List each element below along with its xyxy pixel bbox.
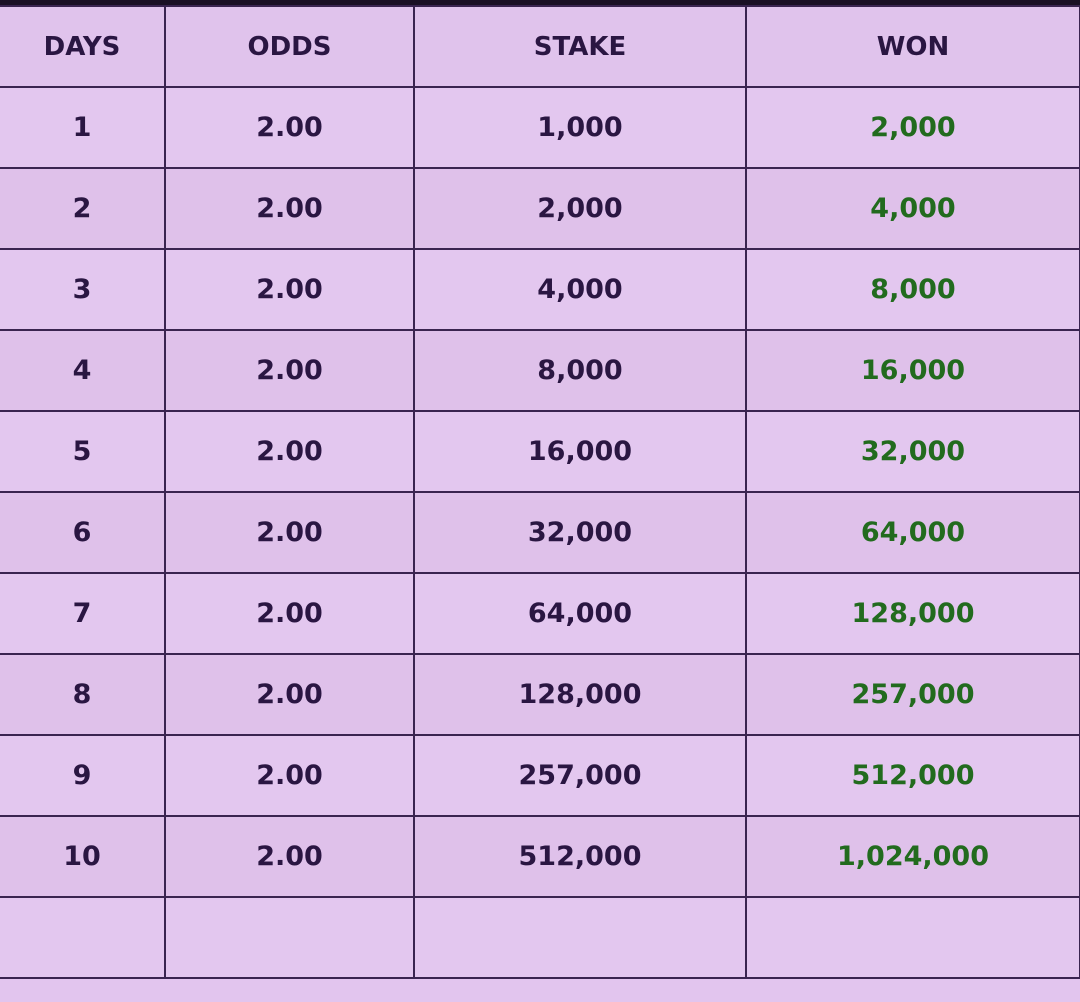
won-cell: 16,000	[745, 329, 1080, 412]
odds-cell: 2.00	[164, 653, 415, 736]
table-row: 1 2.00 1,000 2,000	[0, 86, 1080, 169]
stake-cell: 2,000	[413, 167, 747, 250]
stake-cell: 1,000	[413, 86, 747, 169]
header-days: DAYS	[0, 5, 166, 88]
header-stake: STAKE	[413, 5, 747, 88]
odds-cell: 2.00	[164, 329, 415, 412]
days-cell: 1	[0, 86, 166, 169]
stake-cell: 257,000	[413, 734, 747, 817]
table-row: 6 2.00 32,000 64,000	[0, 491, 1080, 574]
table-row: 5 2.00 16,000 32,000	[0, 410, 1080, 493]
table-row: 8 2.00 128,000 257,000	[0, 653, 1080, 736]
odds-cell	[164, 896, 415, 979]
stake-cell: 8,000	[413, 329, 747, 412]
won-cell: 128,000	[745, 572, 1080, 655]
header-won: WON	[745, 5, 1080, 88]
odds-cell: 2.00	[164, 572, 415, 655]
stake-cell: 4,000	[413, 248, 747, 331]
days-cell: 3	[0, 248, 166, 331]
days-cell: 4	[0, 329, 166, 412]
table-row: 7 2.00 64,000 128,000	[0, 572, 1080, 655]
won-cell: 4,000	[745, 167, 1080, 250]
header-odds: ODDS	[164, 5, 415, 88]
days-cell: 8	[0, 653, 166, 736]
days-cell: 9	[0, 734, 166, 817]
table-row: 9 2.00 257,000 512,000	[0, 734, 1080, 817]
table-row: 2 2.00 2,000 4,000	[0, 167, 1080, 250]
odds-cell: 2.00	[164, 86, 415, 169]
odds-cell: 2.00	[164, 410, 415, 493]
odds-cell: 2.00	[164, 248, 415, 331]
days-cell: 7	[0, 572, 166, 655]
won-cell	[745, 896, 1080, 979]
stake-cell: 128,000	[413, 653, 747, 736]
won-cell: 512,000	[745, 734, 1080, 817]
odds-cell: 2.00	[164, 491, 415, 574]
won-cell: 8,000	[745, 248, 1080, 331]
won-cell: 257,000	[745, 653, 1080, 736]
won-cell: 64,000	[745, 491, 1080, 574]
won-cell: 1,024,000	[745, 815, 1080, 898]
header-row: DAYS ODDS STAKE WON	[0, 5, 1080, 88]
table-row: 3 2.00 4,000 8,000	[0, 248, 1080, 331]
stake-cell	[413, 896, 747, 979]
days-cell: 2	[0, 167, 166, 250]
won-cell: 2,000	[745, 86, 1080, 169]
stake-cell: 32,000	[413, 491, 747, 574]
stake-cell: 64,000	[413, 572, 747, 655]
days-cell: 6	[0, 491, 166, 574]
odds-cell: 2.00	[164, 815, 415, 898]
odds-cell: 2.00	[164, 167, 415, 250]
days-cell	[0, 896, 166, 979]
table-row: 10 2.00 512,000 1,024,000	[0, 815, 1080, 898]
top-border	[0, 0, 1080, 5]
table-row	[0, 896, 1080, 979]
odds-cell: 2.00	[164, 734, 415, 817]
days-cell: 10	[0, 815, 166, 898]
table-row: 4 2.00 8,000 16,000	[0, 329, 1080, 412]
days-cell: 5	[0, 410, 166, 493]
stake-cell: 512,000	[413, 815, 747, 898]
stake-cell: 16,000	[413, 410, 747, 493]
staking-table: DAYS ODDS STAKE WON 1 2.00 1,000 2,000 2 2.00…	[0, 5, 1080, 979]
won-cell: 32,000	[745, 410, 1080, 493]
